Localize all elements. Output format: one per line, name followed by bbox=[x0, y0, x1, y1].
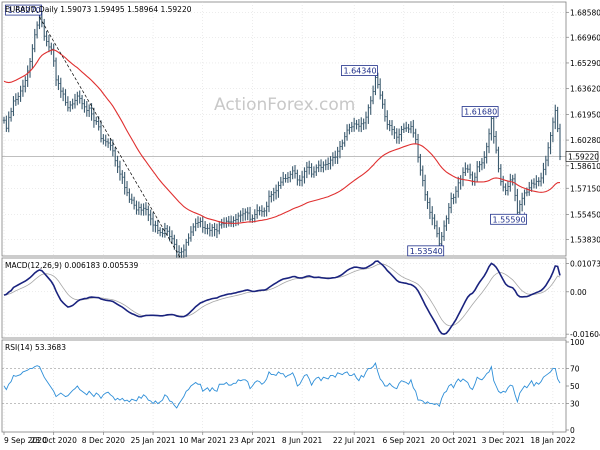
rsi-series bbox=[3, 362, 561, 409]
annotation-label: 1.53540 bbox=[410, 247, 443, 256]
x-tick-label: 10 Mar 2021 bbox=[179, 436, 227, 445]
x-tick-label: 20 Oct 2021 bbox=[430, 436, 477, 445]
annotation-label: 1.64340 bbox=[343, 67, 376, 76]
price-tick-label: 1.53830 bbox=[570, 235, 600, 244]
x-tick-label: 18 Jan 2022 bbox=[530, 436, 575, 445]
rsi-panel-frame bbox=[1, 339, 567, 433]
rsi-line bbox=[3, 362, 561, 409]
price-tick-label: 1.65290 bbox=[570, 59, 600, 68]
annotation-box bbox=[407, 245, 445, 257]
price-tick-label: 1.66960 bbox=[570, 33, 600, 42]
macd-y-axis: 0.010736 0.00 -0.016046 bbox=[566, 259, 600, 339]
watermark: ActionForex.com bbox=[214, 95, 355, 115]
price-series bbox=[2, 10, 562, 261]
x-tick-label: 9 Sep 2020 bbox=[4, 436, 47, 445]
x-tick-label: 3 Dec 2021 bbox=[482, 436, 525, 445]
rsi-tick-label: 30 bbox=[570, 400, 580, 409]
price-tick-label: 1.68580 bbox=[570, 8, 600, 17]
annotation-box bbox=[461, 106, 499, 117]
annotation-label: 1.61680 bbox=[464, 108, 497, 117]
x-tick-label: 22 Jul 2021 bbox=[333, 436, 376, 445]
price-tick-label: 1.63620 bbox=[570, 85, 600, 94]
x-tick-label: 6 Sep 2021 bbox=[382, 436, 425, 445]
price-y-axis: 1.68580 1.66960 1.65290 1.63620 1.61950 1.602… bbox=[565, 8, 600, 244]
rsi-panel-header: RSI(14) 53.3683 bbox=[5, 343, 66, 352]
price-tick-label: 1.57150 bbox=[570, 184, 600, 193]
macd-line bbox=[3, 260, 561, 336]
macd-tick-label: -0.016046 bbox=[570, 330, 600, 339]
rsi-tick-label: 70 bbox=[570, 364, 580, 373]
trendline bbox=[39, 16, 182, 261]
price-tick-label: 1.55450 bbox=[570, 210, 600, 219]
current-price-box bbox=[565, 151, 599, 162]
x-tick-label: 8 Jun 2021 bbox=[282, 436, 323, 445]
annotation-label: 1.55590 bbox=[493, 215, 526, 224]
price-tick-label: 1.58610 bbox=[570, 162, 600, 171]
price-tick-label: 1.61950 bbox=[570, 110, 600, 119]
x-tick-label: 23 Apr 2021 bbox=[229, 436, 276, 445]
annotation-box bbox=[341, 65, 378, 76]
annotation-label: 1.68270 bbox=[7, 6, 40, 15]
price-tick-label: 1.60280 bbox=[570, 136, 600, 145]
rsi-tick-label: 0 bbox=[570, 426, 575, 435]
x-tick-label: 25 Jan 2021 bbox=[131, 436, 176, 445]
rsi-grid bbox=[2, 340, 566, 432]
macd-series bbox=[3, 260, 561, 336]
moving-average-line bbox=[3, 49, 561, 224]
price-panel-frame bbox=[1, 1, 567, 257]
macd-tick-label: 0.010736 bbox=[570, 259, 600, 268]
rsi-y-axis: 100 70 50 30 0 bbox=[566, 338, 585, 435]
rsi-tick-label: 50 bbox=[570, 382, 580, 391]
macd-tick-label: 0.00 bbox=[570, 288, 587, 297]
price-panel-header: EURAUD,Daily 1.59073 1.59495 1.58964 1.5… bbox=[5, 5, 192, 14]
current-price-label: 1.59220 bbox=[568, 152, 599, 161]
annotation-box bbox=[5, 4, 42, 16]
rsi-tick-label: 100 bbox=[570, 338, 585, 347]
x-tick-label: 8 Dec 2020 bbox=[82, 436, 125, 445]
macd-panel-header: MACD(12,26,9) 0.006183 0.005539 bbox=[5, 261, 139, 270]
annotation-box bbox=[490, 213, 527, 225]
x-tick-label: 23 Oct 2020 bbox=[30, 436, 77, 445]
